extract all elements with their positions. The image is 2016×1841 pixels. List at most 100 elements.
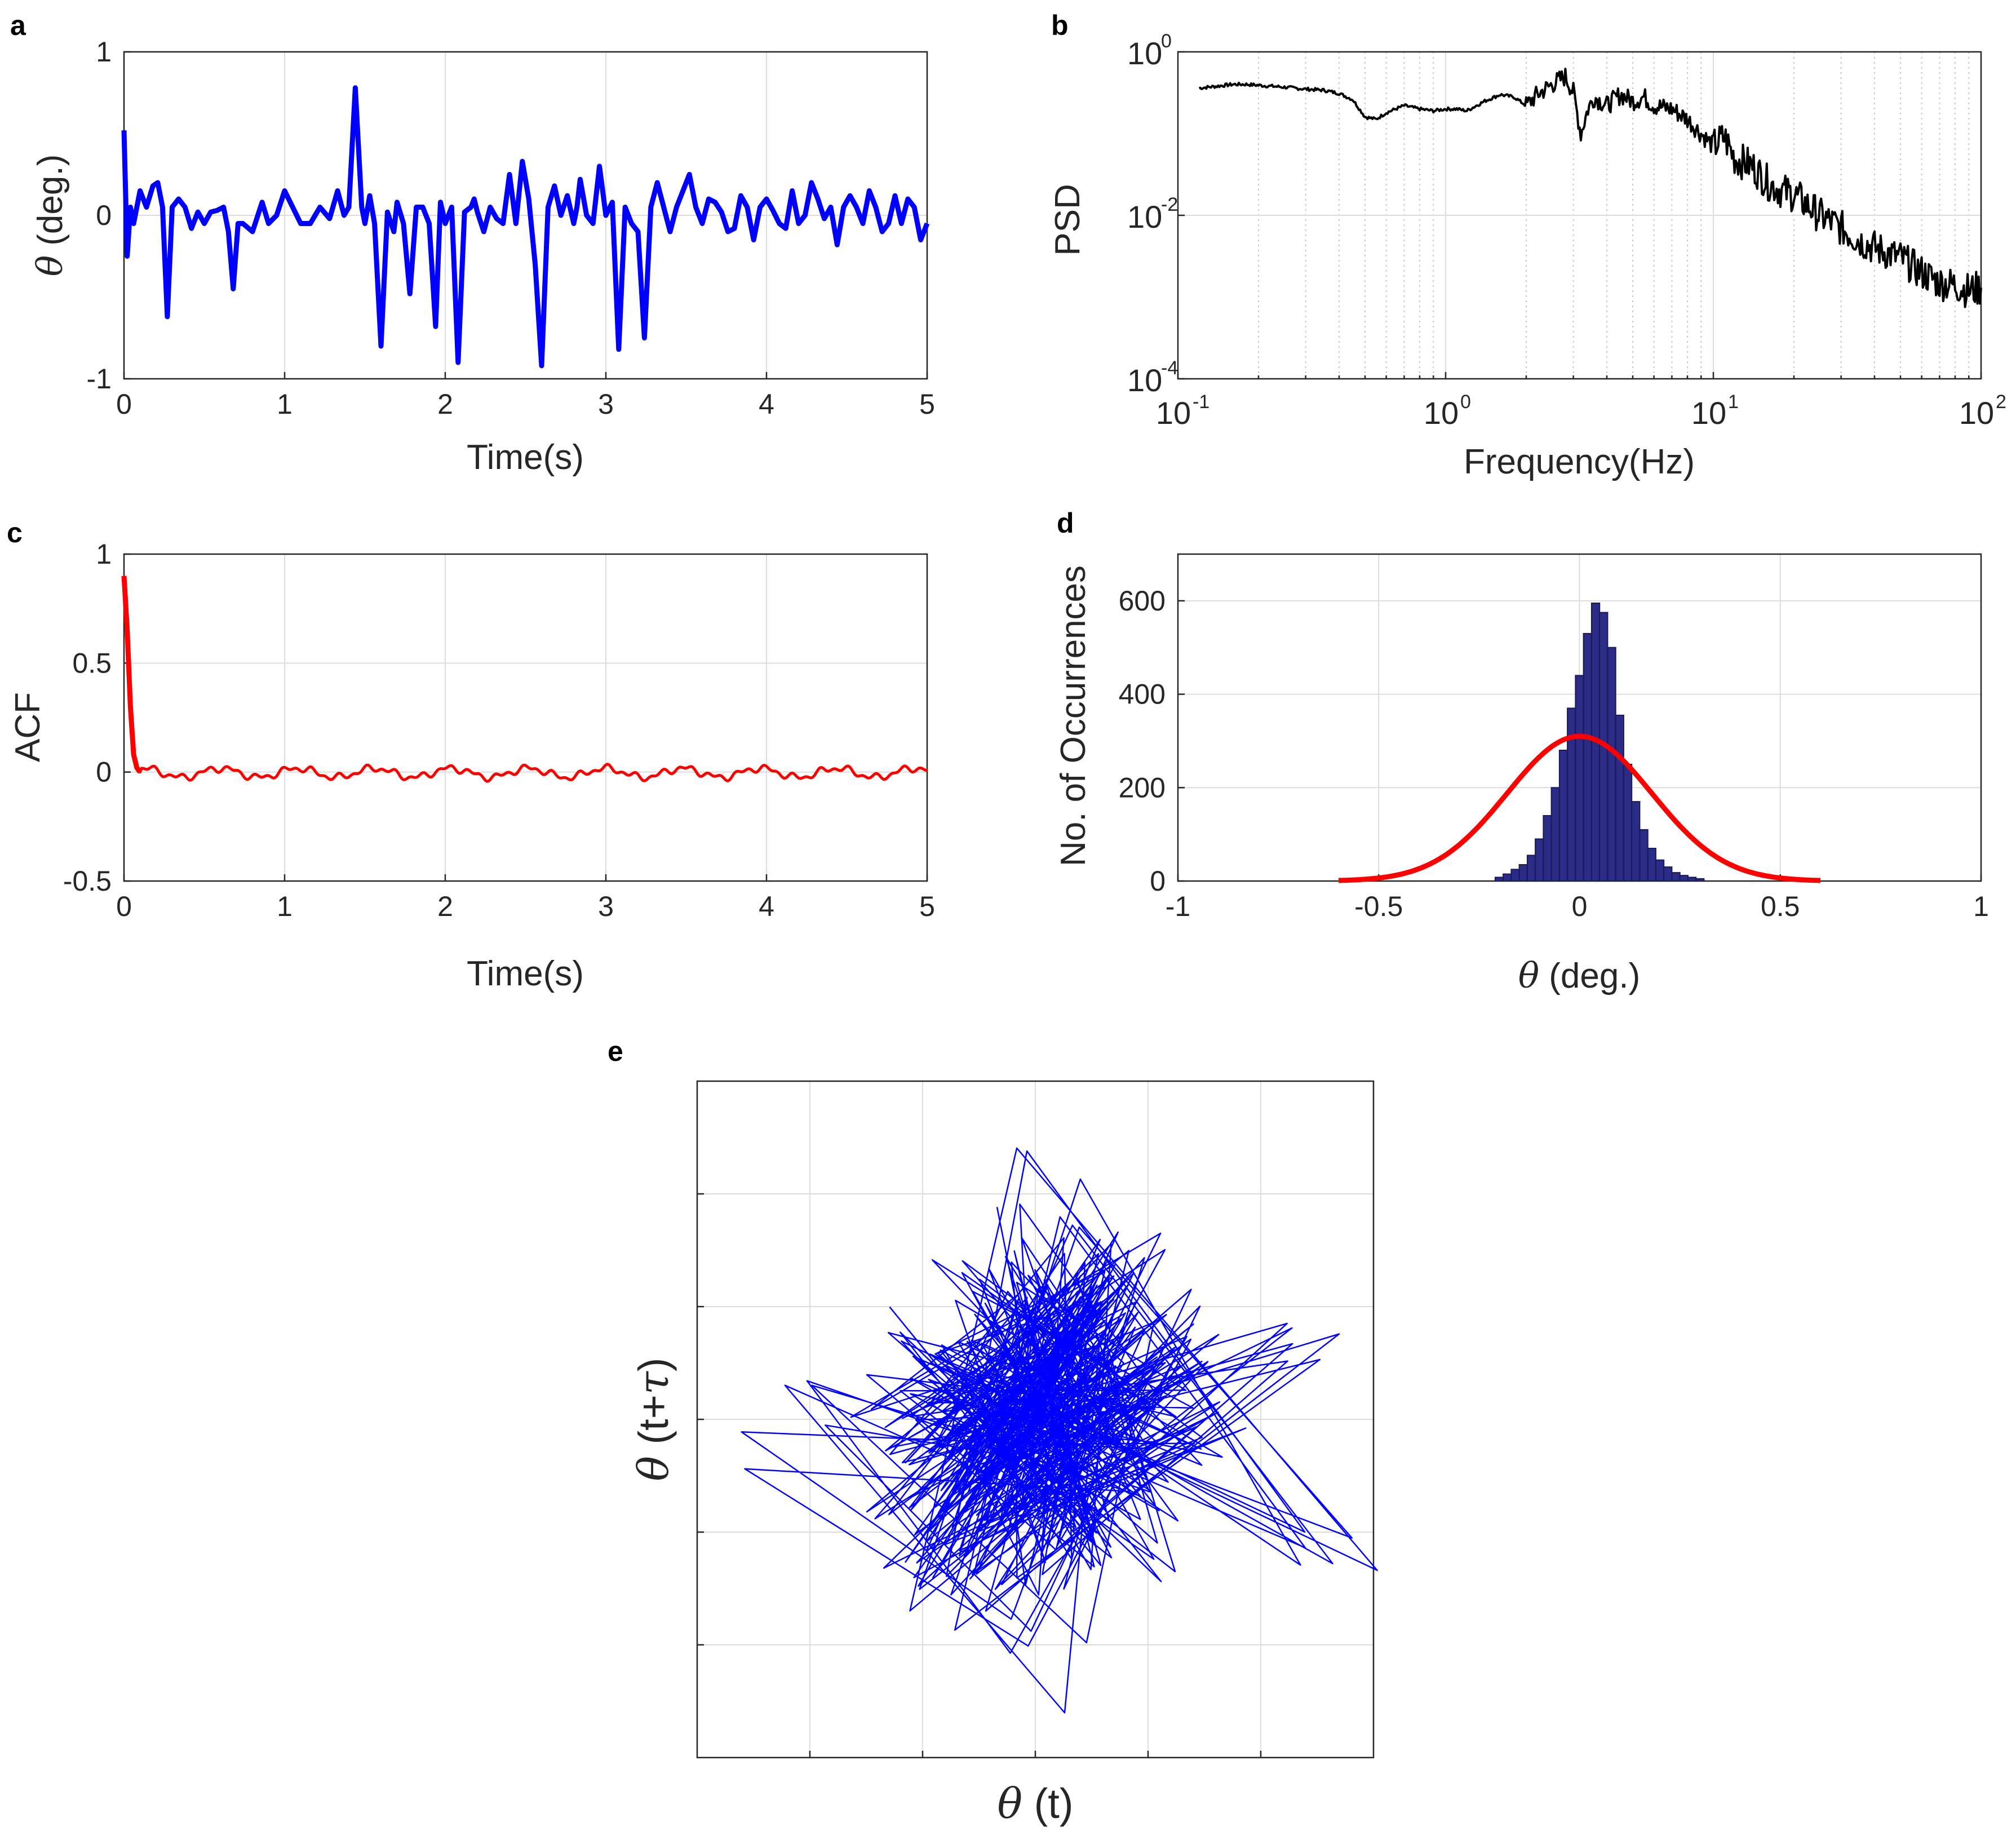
histogram-bar [1543, 815, 1552, 882]
y-tick-label: 1 [96, 538, 112, 570]
x-tick-label: -0.5 [1354, 891, 1403, 922]
panel-e-ticks [697, 1193, 1262, 1758]
histogram-bar [1558, 750, 1569, 882]
panel-d-series [1338, 603, 1821, 883]
x-tick-label: 0.5 [1761, 891, 1800, 922]
panel-c-letter: c [7, 517, 23, 548]
x-tick-exponent: -1 [1193, 391, 1209, 413]
acf-decay-line [121, 576, 143, 774]
panel-b-series [1199, 68, 1982, 308]
panel-c-axes-frame [123, 553, 928, 882]
y-tick-exponent: -2 [1161, 194, 1178, 215]
x-tick-label: 1 [277, 388, 293, 420]
panel-e-xlabel: θ (t) [998, 1780, 1074, 1828]
x-tick-label: 10 [1691, 395, 1726, 431]
panel-b-ylabel: PSD [1048, 184, 1087, 255]
histogram-bar [1575, 675, 1584, 882]
histogram-bar [1607, 647, 1616, 882]
y-tick-label: 200 [1119, 772, 1166, 803]
histogram-bar [1639, 829, 1649, 882]
phase-trajectory-line [741, 1147, 1378, 1714]
x-tick-label: 2 [437, 891, 453, 922]
y-tick-exponent: -4 [1161, 357, 1178, 379]
x-tick-label: 1 [277, 891, 293, 922]
y-tick-label: 10 [1127, 36, 1162, 71]
x-tick-label: 0 [1572, 891, 1588, 922]
y-tick-label: 0 [96, 756, 112, 788]
panel-e-ylabel: θ (t+τ) [630, 1357, 678, 1481]
panel-d-letter: d [1057, 507, 1074, 539]
histogram-bar [1663, 866, 1673, 882]
histogram-bar [1518, 864, 1528, 882]
histogram-bar [1550, 787, 1560, 882]
histogram-bar [1631, 801, 1641, 882]
y-tick-label: 0 [96, 200, 112, 231]
y-tick-label: 10 [1127, 362, 1162, 398]
panel-d-ylabel: No. of Occurrences [1054, 565, 1093, 866]
x-tick-label: 2 [437, 388, 453, 420]
histogram-bar [1615, 714, 1624, 882]
y-tick-label: 400 [1119, 679, 1166, 710]
histogram-bar [1535, 838, 1544, 882]
panel-e-ylabel-text: (t+ [630, 1395, 677, 1456]
panel-c-series [121, 576, 928, 783]
panel-c-xlabel: Time(s) [467, 954, 584, 993]
x-tick-label: 3 [598, 891, 614, 922]
panel-d-xlabel-symbol: θ [1518, 955, 1539, 996]
panel-a-xlabel: Time(s) [467, 438, 584, 477]
histogram-bar [1679, 875, 1689, 882]
histogram-bar [1647, 848, 1656, 882]
panel-e-ylabel-tau: τ [630, 1371, 678, 1395]
x-tick-label: 5 [919, 891, 935, 922]
histogram-bar [1510, 869, 1520, 882]
histogram-bar [1655, 859, 1665, 882]
y-tick-label: 10 [1127, 199, 1162, 234]
x-tick-label: 10 [1424, 395, 1459, 431]
panel-e-xlabel-symbol: θ [998, 1780, 1023, 1828]
panel-d-xlabel-text: (deg.) [1539, 957, 1640, 995]
y-tick-label: 0 [1150, 865, 1166, 897]
panel-e-ylabel-symbol: θ [630, 1456, 678, 1481]
theta-series-line [121, 85, 930, 369]
histogram-bar [1671, 872, 1681, 882]
x-tick-label: -1 [1166, 891, 1190, 922]
panel-c-grid [123, 554, 928, 882]
x-tick-label: 0 [116, 388, 132, 420]
panel-b-xlabel: Frequency(Hz) [1464, 442, 1695, 481]
panel-e-series [741, 1147, 1378, 1714]
y-tick-exponent: 0 [1161, 30, 1172, 52]
panel-a-series [121, 85, 930, 369]
panel-b-grid [1177, 51, 1982, 379]
x-tick-exponent: 1 [1728, 391, 1739, 413]
histogram-bar [1494, 877, 1504, 882]
panel-c-ylabel: ACF [8, 692, 47, 762]
panel-e-ylabel-close: ) [630, 1357, 677, 1371]
x-tick-label: 4 [759, 388, 774, 420]
panel-a-ylabel: θ (deg.) [29, 154, 70, 277]
y-tick-label: -0.5 [63, 865, 112, 897]
acf-series-line [122, 576, 928, 783]
panel-e-xlabel-text: (t) [1022, 1780, 1073, 1827]
y-tick-label: 1 [96, 36, 112, 68]
panel-e-letter: e [608, 1035, 623, 1067]
x-tick-label: 4 [759, 891, 774, 922]
y-tick-label: 0.5 [72, 647, 112, 679]
panel-c: c 0 1 2 3 4 5-0.500.51 Time(s) ACF [7, 517, 935, 993]
panel-a-ticks: 0 1 2 3 4 5-101 [87, 36, 935, 420]
panel-a: a 0 1 2 3 4 5-101 Time(s) θ (deg.) [10, 10, 935, 477]
x-tick-label: 5 [919, 388, 935, 420]
panel-a-letter: a [10, 10, 26, 41]
histogram-bar [1503, 873, 1512, 882]
x-tick-label: 3 [598, 388, 614, 420]
panel-a-ylabel-symbol: θ [29, 255, 70, 276]
histogram-bar [1687, 877, 1697, 882]
x-tick-label: 1 [1973, 891, 1989, 922]
panel-d: d -1 -0.5 0 0.5 1 0 200 400 600 θ (deg.) No. of … [1054, 507, 1989, 996]
panel-b-letter: b [1051, 10, 1069, 41]
x-tick-exponent: 2 [1996, 391, 2006, 413]
panel-c-ticks: 0 1 2 3 4 5-0.500.51 [63, 538, 935, 922]
histogram-bar [1583, 632, 1592, 882]
x-tick-exponent: 0 [1460, 391, 1471, 413]
psd-series-line [1199, 68, 1982, 308]
y-tick-label: 600 [1119, 585, 1166, 617]
